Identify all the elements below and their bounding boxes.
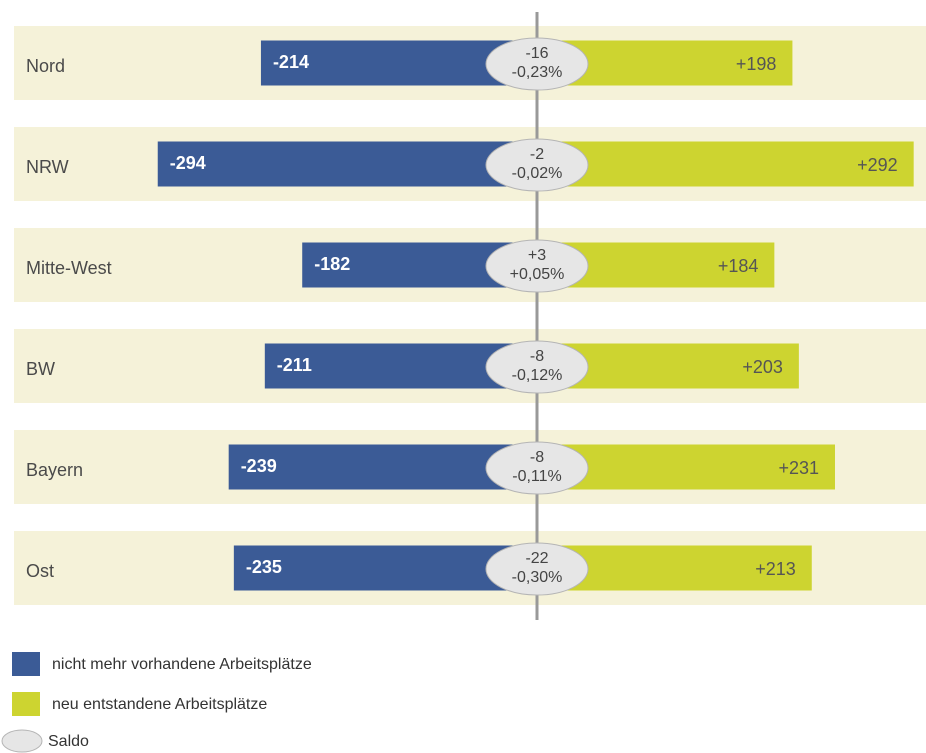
saldo-ellipse (485, 239, 589, 293)
category-label: NRW (26, 157, 69, 177)
value-label: +292 (857, 155, 898, 175)
legend-label: neu entstandene Arbeitsplätze (52, 696, 267, 713)
bar-negative (157, 141, 538, 187)
saldo-ellipse (485, 542, 589, 596)
legend-label: nicht mehr vorhandene Arbeitsplätze (52, 656, 312, 673)
saldo-value: -2 (530, 146, 544, 163)
saldo-value: +3 (528, 247, 546, 264)
value-label: -294 (170, 153, 206, 173)
value-label: +203 (742, 357, 783, 377)
saldo-value: -16 (525, 45, 548, 62)
category-label: BW (26, 359, 55, 379)
saldo-percent: -0,12% (512, 367, 563, 384)
value-label: +231 (778, 458, 819, 478)
value-label: +198 (736, 54, 777, 74)
legend-swatch (12, 692, 40, 716)
saldo-ellipse (485, 340, 589, 394)
saldo-value: -8 (530, 348, 544, 365)
legend-swatch (12, 652, 40, 676)
category-label: Nord (26, 56, 65, 76)
category-label: Mitte-West (26, 258, 112, 278)
value-label: +184 (718, 256, 759, 276)
value-label: -182 (314, 254, 350, 274)
saldo-ellipse (485, 37, 589, 91)
value-label: -235 (246, 557, 282, 577)
bar-positive (537, 141, 914, 187)
value-label: -239 (241, 456, 277, 476)
saldo-value: -8 (530, 449, 544, 466)
value-label: +213 (755, 559, 796, 579)
saldo-value: -22 (525, 550, 548, 567)
saldo-percent: -0,30% (512, 569, 563, 586)
legend-swatch (1, 729, 43, 753)
saldo-percent: -0,11% (512, 468, 562, 485)
saldo-percent: +0,05% (510, 266, 565, 283)
saldo-ellipse (485, 441, 589, 495)
category-label: Bayern (26, 460, 83, 480)
value-label: -211 (277, 355, 312, 375)
legend-label: Saldo (48, 733, 89, 750)
category-label: Ost (26, 561, 54, 581)
value-label: -214 (273, 52, 309, 72)
saldo-percent: -0,23% (512, 64, 563, 81)
saldo-ellipse (485, 138, 589, 192)
saldo-percent: -0,02% (512, 165, 563, 182)
